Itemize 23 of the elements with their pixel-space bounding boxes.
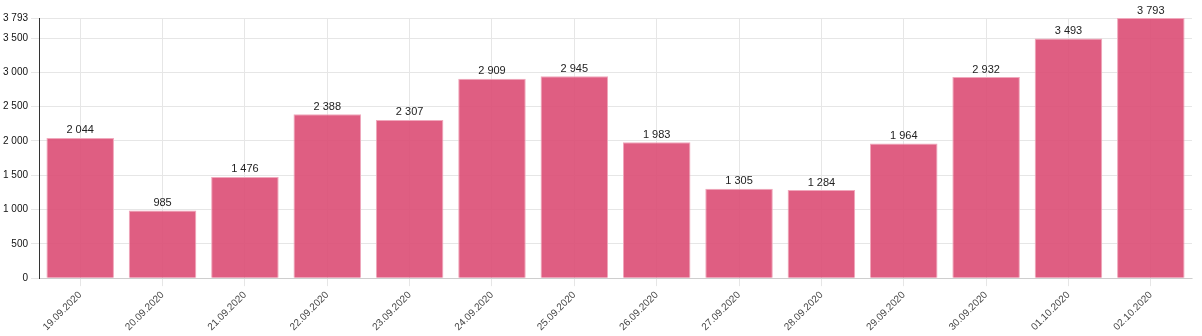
data-label: 2 044 xyxy=(66,123,94,136)
y-tick-label: 3 793 xyxy=(2,11,29,23)
data-label: 2 909 xyxy=(478,64,506,77)
y-tick-label: 3 500 xyxy=(2,31,29,43)
data-label: 3 493 xyxy=(1054,24,1083,37)
data-label: 1 476 xyxy=(231,162,259,175)
data-label: 1 964 xyxy=(889,128,918,141)
y-tick-label: 1 000 xyxy=(2,203,29,215)
y-tick-label: 2 500 xyxy=(2,100,29,112)
y-tick-label: 500 xyxy=(11,237,29,249)
y-tick-label: 3 000 xyxy=(2,66,29,78)
y-tick-label: 2 000 xyxy=(2,134,29,146)
data-label: 2 932 xyxy=(972,62,1000,75)
y-tick-label: 0 xyxy=(22,271,29,283)
data-label: 3 793 xyxy=(1137,3,1165,16)
data-label: 985 xyxy=(153,196,172,209)
y-tick-label: 1 500 xyxy=(2,169,29,180)
data-label: 2 388 xyxy=(313,99,342,112)
data-label: 2 945 xyxy=(560,61,589,74)
data-label: 1 284 xyxy=(807,175,836,188)
data-label: 1 983 xyxy=(642,127,671,140)
data-label: 1 305 xyxy=(725,174,753,187)
data-label: 2 307 xyxy=(395,105,424,118)
